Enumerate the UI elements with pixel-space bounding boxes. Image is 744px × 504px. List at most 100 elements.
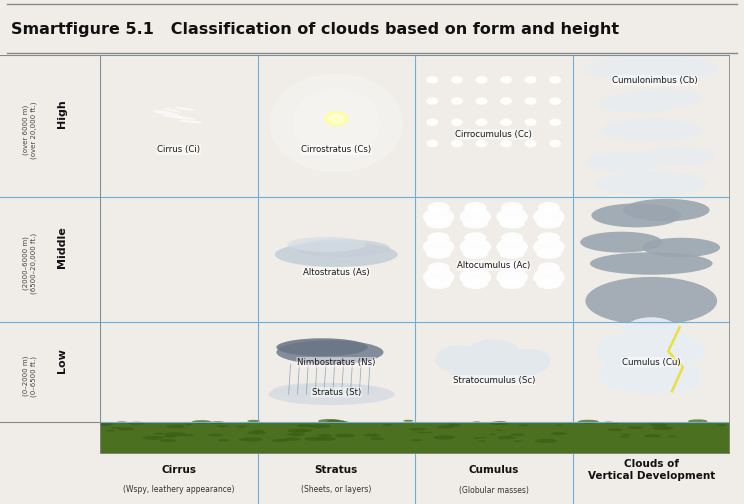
Text: Stratus (St): Stratus (St) xyxy=(312,388,361,397)
Ellipse shape xyxy=(295,239,390,257)
Ellipse shape xyxy=(411,439,422,441)
Ellipse shape xyxy=(269,383,394,405)
Ellipse shape xyxy=(596,334,652,369)
Ellipse shape xyxy=(584,55,719,82)
Circle shape xyxy=(475,97,487,105)
Ellipse shape xyxy=(117,427,135,430)
Ellipse shape xyxy=(490,421,509,425)
Ellipse shape xyxy=(620,436,629,437)
Ellipse shape xyxy=(652,426,672,430)
Bar xyxy=(100,422,730,454)
Ellipse shape xyxy=(536,248,562,259)
Ellipse shape xyxy=(599,360,652,391)
Ellipse shape xyxy=(463,218,488,229)
Ellipse shape xyxy=(651,335,705,368)
Ellipse shape xyxy=(275,242,398,267)
Ellipse shape xyxy=(283,437,301,441)
Ellipse shape xyxy=(423,268,455,286)
Ellipse shape xyxy=(533,238,565,256)
Ellipse shape xyxy=(111,427,120,429)
Text: Smartfigure 5.1   Classification of clouds based on form and height: Smartfigure 5.1 Classification of clouds… xyxy=(11,22,619,37)
Ellipse shape xyxy=(426,279,451,289)
Ellipse shape xyxy=(450,367,537,383)
Ellipse shape xyxy=(533,268,565,286)
Ellipse shape xyxy=(612,348,690,381)
Circle shape xyxy=(500,118,512,126)
Ellipse shape xyxy=(478,440,486,442)
Ellipse shape xyxy=(435,345,483,373)
Circle shape xyxy=(525,97,536,105)
Text: Cirrostratus (Cs): Cirrostratus (Cs) xyxy=(301,145,371,154)
Text: Low: Low xyxy=(57,348,67,372)
Ellipse shape xyxy=(460,208,491,226)
Text: Cirrocumulus (Cc): Cirrocumulus (Cc) xyxy=(455,130,532,139)
Ellipse shape xyxy=(499,279,525,289)
Ellipse shape xyxy=(642,238,720,257)
Ellipse shape xyxy=(277,338,368,356)
Ellipse shape xyxy=(591,204,682,227)
Ellipse shape xyxy=(463,279,488,289)
Text: Stratocumulus (Sc): Stratocumulus (Sc) xyxy=(452,375,535,385)
Circle shape xyxy=(426,97,438,105)
Ellipse shape xyxy=(210,421,225,424)
Text: Cumulus: Cumulus xyxy=(469,465,519,475)
Ellipse shape xyxy=(641,147,716,166)
Ellipse shape xyxy=(426,248,451,259)
Ellipse shape xyxy=(315,437,336,441)
Ellipse shape xyxy=(551,432,567,435)
Circle shape xyxy=(500,140,512,147)
Circle shape xyxy=(475,76,487,84)
Ellipse shape xyxy=(538,263,560,274)
Circle shape xyxy=(327,113,345,124)
Ellipse shape xyxy=(463,248,488,259)
Ellipse shape xyxy=(247,420,260,422)
Text: (Sheets, or layers): (Sheets, or layers) xyxy=(301,485,371,494)
Text: Cumulus (Cu): Cumulus (Cu) xyxy=(622,358,681,367)
Ellipse shape xyxy=(460,268,491,286)
Text: Altostratus (As): Altostratus (As) xyxy=(303,268,370,277)
Ellipse shape xyxy=(417,431,427,433)
Ellipse shape xyxy=(614,370,689,394)
Ellipse shape xyxy=(287,237,366,252)
Text: Clouds of
Vertical Development: Clouds of Vertical Development xyxy=(588,459,715,481)
Ellipse shape xyxy=(538,232,560,243)
Ellipse shape xyxy=(409,428,424,430)
Ellipse shape xyxy=(166,425,185,428)
Text: Altocumulus (Ac): Altocumulus (Ac) xyxy=(457,261,530,270)
Ellipse shape xyxy=(510,433,525,436)
Ellipse shape xyxy=(489,361,536,381)
Ellipse shape xyxy=(507,349,551,373)
Ellipse shape xyxy=(426,218,451,229)
Text: Cumulonimbus (Cb): Cumulonimbus (Cb) xyxy=(612,76,697,85)
Text: Nimbostratus (Ns): Nimbostratus (Ns) xyxy=(297,358,376,367)
Ellipse shape xyxy=(437,425,454,428)
Ellipse shape xyxy=(253,430,264,432)
Ellipse shape xyxy=(403,420,414,422)
Ellipse shape xyxy=(464,202,487,213)
Ellipse shape xyxy=(287,429,309,433)
Circle shape xyxy=(324,111,348,126)
Ellipse shape xyxy=(164,432,187,436)
Text: (Globular masses): (Globular masses) xyxy=(459,485,529,494)
Ellipse shape xyxy=(501,202,523,213)
Circle shape xyxy=(549,97,561,105)
Ellipse shape xyxy=(590,253,713,275)
Text: High: High xyxy=(57,99,67,128)
Ellipse shape xyxy=(586,152,663,172)
Ellipse shape xyxy=(192,420,211,424)
Ellipse shape xyxy=(472,437,481,439)
Ellipse shape xyxy=(519,424,528,426)
Ellipse shape xyxy=(106,429,115,431)
Ellipse shape xyxy=(688,419,708,423)
Text: Cirrus: Cirrus xyxy=(161,465,196,475)
Circle shape xyxy=(451,118,463,126)
Ellipse shape xyxy=(236,425,246,427)
Text: (2000–6000 m)
(6500–20,000 ft.): (2000–6000 m) (6500–20,000 ft.) xyxy=(23,233,37,294)
Ellipse shape xyxy=(143,436,164,440)
Ellipse shape xyxy=(433,435,455,439)
Ellipse shape xyxy=(153,110,180,116)
Ellipse shape xyxy=(423,238,455,256)
Ellipse shape xyxy=(310,424,330,428)
Text: Stratus: Stratus xyxy=(315,465,358,475)
Ellipse shape xyxy=(218,439,229,442)
